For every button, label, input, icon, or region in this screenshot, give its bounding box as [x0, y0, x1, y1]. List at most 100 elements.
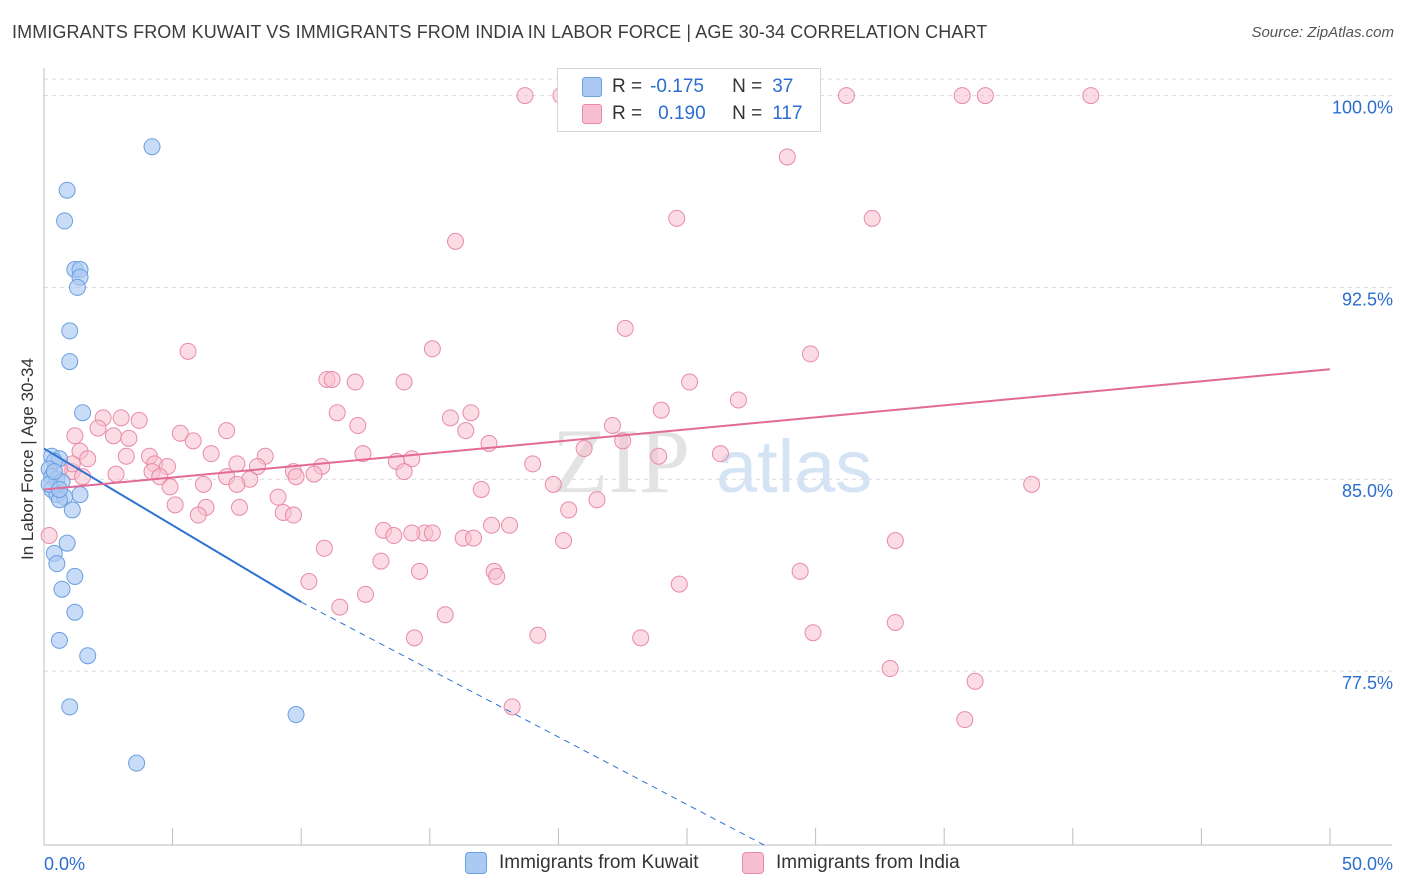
india-point: [560, 501, 578, 519]
kuwait-point: [48, 555, 66, 573]
india-points: [40, 87, 1100, 729]
y-tick-label: 92.5%: [1342, 289, 1393, 309]
india-point: [801, 345, 819, 363]
india-point: [411, 562, 429, 580]
india-point: [555, 532, 573, 550]
india-point: [184, 432, 202, 450]
india-point: [423, 340, 441, 358]
india-point: [711, 445, 729, 463]
kuwait-point: [61, 698, 79, 716]
india-point: [228, 475, 246, 493]
source-label: Source: ZipAtlas.com: [1251, 24, 1394, 41]
india-point: [104, 427, 122, 445]
n-label-india: N =: [732, 103, 763, 124]
r-label-india: R =: [612, 103, 643, 124]
n-value-india: 117: [772, 103, 803, 124]
india-point: [117, 447, 135, 465]
india-point: [778, 148, 796, 166]
india-point: [349, 417, 367, 435]
india-point: [346, 373, 364, 391]
india-point: [516, 87, 534, 105]
india-point: [305, 465, 323, 483]
kuwait-point: [68, 278, 86, 296]
india-point: [323, 370, 341, 388]
stats-legend: R = -0.175 N = 37 R = 0.190 N = 117: [557, 68, 821, 132]
india-point: [447, 232, 465, 250]
india-point: [886, 613, 904, 631]
kuwait-point: [53, 580, 71, 598]
india-point: [202, 445, 220, 463]
india-point: [189, 506, 207, 524]
legend-india-swatch: [742, 852, 764, 874]
kuwait-point: [287, 706, 305, 724]
kuwait-point: [50, 631, 68, 649]
india-point: [483, 516, 501, 534]
y-tick-label: 100.0%: [1332, 98, 1393, 118]
india-point: [395, 373, 413, 391]
kuwait-point: [58, 534, 76, 552]
trend-lines: [43, 368, 1331, 846]
y-axis-label: In Labor Force | Age 30-34: [18, 358, 37, 560]
kuwait-point: [61, 322, 79, 340]
y-tick-label: 85.0%: [1342, 481, 1393, 501]
india-trend-line: [43, 368, 1331, 491]
kuwait-swatch: [582, 77, 602, 97]
india-point: [632, 629, 650, 647]
india-point: [652, 401, 670, 419]
india-point: [151, 468, 169, 486]
india-point: [472, 480, 490, 498]
india-point: [79, 450, 97, 468]
india-point: [331, 598, 349, 616]
x-tick-label-right: 50.0%: [1342, 854, 1393, 874]
india-point: [503, 698, 521, 716]
india-point: [544, 475, 562, 493]
india-point: [66, 427, 84, 445]
x-tick-label-left: 0.0%: [44, 854, 85, 874]
india-point: [161, 478, 179, 496]
r-label-kuwait: R =: [612, 76, 643, 97]
kuwait-point: [66, 603, 84, 621]
india-point: [588, 491, 606, 509]
kuwait-point: [79, 647, 97, 665]
legend-row-india: R = 0.190 N = 117: [582, 101, 803, 127]
india-point: [287, 468, 305, 486]
india-point: [405, 629, 423, 647]
india-point: [385, 527, 403, 545]
kuwait-point: [45, 463, 63, 481]
india-point: [462, 404, 480, 422]
r-value-kuwait: -0.175: [650, 76, 704, 97]
kuwait-point: [71, 486, 89, 504]
india-point: [89, 419, 107, 437]
india-point: [120, 429, 138, 447]
n-value-kuwait: 37: [772, 76, 794, 97]
kuwait-point: [74, 404, 92, 422]
india-point: [488, 567, 506, 585]
india-point: [300, 573, 318, 591]
legend-india-label: Immigrants from India: [776, 852, 960, 873]
india-point: [614, 432, 632, 450]
india-point: [218, 422, 236, 440]
india-point: [966, 672, 984, 690]
india-point: [403, 524, 421, 542]
legend-item-kuwait: Immigrants from Kuwait: [465, 852, 699, 874]
india-point: [269, 488, 287, 506]
india-point: [837, 87, 855, 105]
india-point: [681, 373, 699, 391]
india-point: [670, 575, 688, 593]
india-point: [668, 209, 686, 227]
india-point: [729, 391, 747, 409]
india-swatch: [582, 104, 602, 124]
kuwait-point: [128, 754, 146, 772]
kuwait-point: [58, 181, 76, 199]
kuwait-point: [61, 353, 79, 371]
india-point: [1023, 475, 1041, 493]
watermark-zip: ZIP: [552, 410, 690, 512]
india-point: [465, 529, 483, 547]
watermark-atlas: atlas: [716, 425, 872, 508]
india-point: [863, 209, 881, 227]
india-point: [501, 516, 519, 534]
india-point: [436, 606, 454, 624]
india-point: [328, 404, 346, 422]
india-point: [529, 626, 547, 644]
